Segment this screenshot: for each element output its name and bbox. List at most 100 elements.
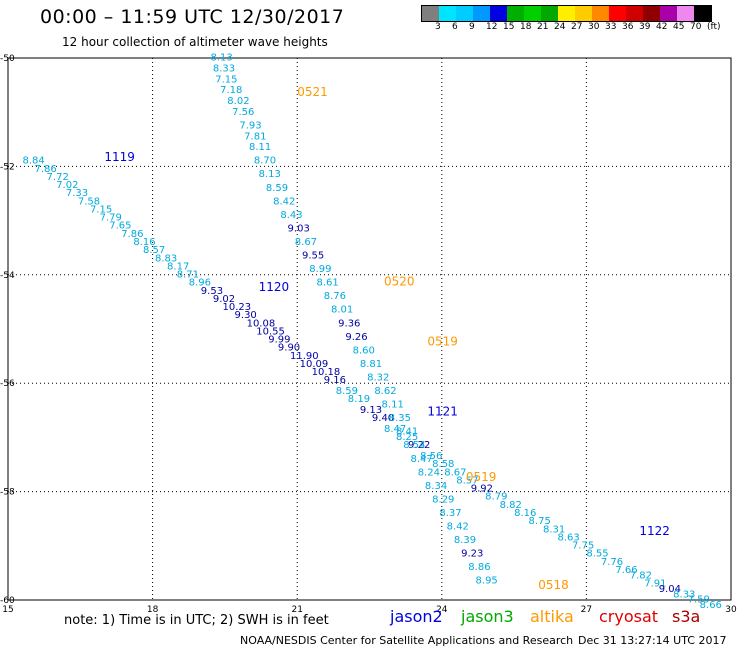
wave-height-value: 8.61 — [316, 278, 338, 289]
wave-height-value: 9.40 — [372, 413, 394, 424]
wave-height-value: 8.13 — [210, 53, 232, 64]
scale-swatch — [660, 6, 677, 21]
scale-swatch — [507, 6, 524, 21]
wave-height-value: 8.01 — [331, 305, 353, 316]
scale-swatch — [558, 6, 575, 21]
wave-height-value: 7.02 — [56, 180, 78, 191]
wave-height-value: 8.75 — [529, 516, 551, 527]
longitude-tick-label: 24 — [436, 605, 448, 615]
scale-label: 70 — [690, 22, 702, 32]
latitude-tick-label: -54 — [0, 271, 15, 281]
wave-height-value: 8.62 — [374, 386, 396, 397]
wave-height-value: 7.81 — [244, 131, 266, 142]
wave-height-value: 8.16 — [514, 508, 536, 519]
scale-swatch — [439, 6, 456, 21]
credit-text: NOAA/NESDIS Center for Satellite Applica… — [240, 634, 574, 647]
wave-height-value: 7.76 — [601, 557, 623, 568]
wave-height-value: 9.13 — [360, 405, 382, 416]
wave-height-value: 8.63 — [557, 532, 579, 543]
wave-height-value: 8.11 — [249, 142, 271, 153]
scale-label: 15 — [503, 22, 515, 32]
wave-height-value: 8.76 — [324, 291, 346, 302]
scale-label: 3 — [435, 22, 441, 32]
wave-height-value: 8.79 — [485, 492, 507, 503]
wave-height-value: 9.26 — [345, 332, 367, 343]
map-subtitle: 12 hour collection of altimeter wave hei… — [62, 35, 328, 49]
wave-height-value: 9.92 — [471, 484, 493, 495]
map-frame — [7, 57, 732, 601]
wave-height-value: 7.59 — [688, 595, 710, 606]
longitude-tick-label: 30 — [725, 605, 737, 615]
scale-label: 36 — [622, 22, 634, 32]
wave-height-value: 8.57 — [143, 245, 165, 256]
wave-height-value: 8.58 — [432, 459, 454, 470]
wave-height-value: 7.75 — [572, 541, 594, 552]
pass-number-label: 0520 — [384, 275, 415, 289]
latitude-tick-label: -56 — [0, 379, 15, 389]
wave-height-value: 8.59 — [266, 183, 288, 194]
wave-height-value: 7.58 — [78, 196, 100, 207]
wave-height-color-scale — [421, 5, 712, 22]
wave-height-value: 10.09 — [300, 359, 329, 370]
wave-height-value: 8.56 — [420, 451, 442, 462]
wave-height-value: 10.55 — [256, 326, 285, 337]
scale-swatch — [643, 6, 660, 21]
scale-swatch — [592, 6, 609, 21]
wave-height-value: 7.66 — [615, 565, 637, 576]
satellite-legend-cryosat: cryosat — [599, 607, 659, 626]
wave-height-value: 8.29 — [432, 494, 454, 505]
wave-height-value: 7.72 — [47, 172, 69, 183]
wave-height-value: 8.43 — [280, 210, 302, 221]
pass-number-label: 1120 — [259, 280, 290, 294]
wave-height-value: 8.34 — [425, 481, 447, 492]
scale-swatch — [677, 6, 694, 21]
scale-label: 9 — [469, 22, 475, 32]
scale-label: 21 — [537, 22, 549, 32]
wave-height-value: 9.16 — [324, 375, 346, 386]
scale-label: 27 — [571, 22, 583, 32]
wave-height-value: 7.86 — [121, 229, 143, 240]
scale-swatch — [422, 6, 439, 21]
wave-height-value: 8.47 — [384, 424, 406, 435]
timestamp-text: Dec 31 13:27:14 UTC 2017 — [578, 634, 727, 647]
scale-label: 30 — [588, 22, 600, 32]
wave-height-value: 7.93 — [239, 120, 261, 131]
scale-label: 6 — [452, 22, 458, 32]
scale-swatch — [626, 6, 643, 21]
wave-height-value: 8.13 — [259, 169, 281, 180]
wave-height-value: 10.23 — [222, 302, 251, 313]
wave-height-value: 8.99 — [309, 264, 331, 275]
wave-height-value: 9.53 — [201, 286, 223, 297]
wave-height-value: 8.11 — [382, 400, 404, 411]
wave-height-value: 8.82 — [500, 500, 522, 511]
wave-height-value: 9.55 — [302, 251, 324, 262]
wave-height-value: 8.42 — [273, 196, 295, 207]
wave-height-value: 10.08 — [247, 318, 276, 329]
wave-height-value: 7.33 — [66, 188, 88, 199]
pass-number-label: 1121 — [427, 405, 458, 419]
scale-swatch — [694, 6, 711, 21]
pass-number-label: 0519 — [466, 470, 497, 484]
longitude-tick-label: 27 — [581, 605, 592, 615]
wave-height-value: 8.19 — [348, 394, 370, 405]
wave-height-value: 8.84 — [22, 156, 44, 167]
pass-number-label: 1122 — [639, 524, 670, 538]
pass-number-label: 0521 — [297, 85, 328, 99]
wave-height-value: 8.67 — [295, 237, 317, 248]
scale-label: 12 — [486, 22, 498, 32]
wave-height-value: 8.33 — [213, 64, 235, 75]
scale-label: 42 — [656, 22, 668, 32]
wave-height-value: 8.35 — [389, 413, 411, 424]
wave-height-value: 8.57 — [456, 475, 478, 486]
scale-label: 33 — [605, 22, 617, 32]
wave-height-value: 9.02 — [213, 294, 235, 305]
satellite-legend-s3a: s3a — [672, 607, 701, 626]
wave-height-value: 8.32 — [367, 372, 389, 383]
wave-height-value: 8.55 — [586, 549, 608, 560]
satellite-legend-altika: altika — [530, 607, 574, 626]
scale-swatch — [609, 6, 626, 21]
wave-height-value: 8.70 — [254, 156, 276, 167]
wave-height-value: 8.86 — [468, 562, 490, 573]
wave-height-value: 9.30 — [235, 310, 257, 321]
